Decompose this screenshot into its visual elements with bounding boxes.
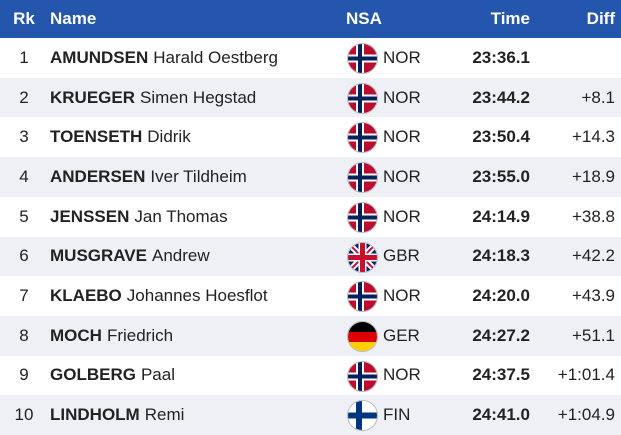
flag-icon [347,201,378,233]
time: 23:55.0 [472,166,530,186]
result-row: 9 GOLBERG Paal NOR 24:37.5 +1:01.4 [0,356,621,396]
time: 24:14.9 [472,206,530,226]
nsa-code: NOR [383,166,421,186]
result-row: 3 TOENSETH Didrik NOR 23:50.4 +14.3 [0,117,621,157]
diff: +43.9 [571,286,615,306]
result-row: 2 KRUEGER Simen Hegstad NOR 23:44.2 +8.1 [0,77,621,118]
flag-icon [347,281,378,313]
result-row: 7 KLAEBO Johannes Hoesflot NOR 24:20.0 +43.9 [0,276,621,316]
time: 24:37.5 [472,365,530,385]
flag-icon [347,162,378,194]
given-name: Remi [144,405,185,425]
surname: LINDHOLM [50,405,140,425]
header-rank: Rk [13,9,35,28]
nsa-code: GBR [383,246,420,266]
header-row: Rk Name NSA Time Diff [0,0,621,38]
given-name: Paal [140,365,175,385]
nsa-code: NOR [383,206,421,226]
athlete-name: MUSGRAVE Andrew [50,237,210,277]
surname: JENSSEN [50,206,130,226]
given-name: Andrew [151,246,210,266]
nsa-code: FIN [383,405,411,425]
surname: GOLBERG [50,365,136,385]
surname: MOCH [50,325,102,345]
time: 23:44.2 [472,87,530,107]
rank: 1 [19,47,29,67]
given-name: Jan Thomas [134,206,228,226]
diff: +51.1 [571,325,615,345]
flag-icon [347,43,378,74]
time: 23:50.4 [472,127,530,147]
given-name: Johannes Hoesflot [126,286,268,306]
time: 24:18.3 [472,246,530,266]
athlete-name: GOLBERG Paal [50,356,175,396]
time: 23:36.1 [472,47,530,67]
diff: +8.1 [581,87,615,107]
flag-icon [347,122,378,154]
result-row: 1 AMUNDSEN Harald Oestberg NOR 23:36.1 [0,38,621,78]
result-row: 10 LINDHOLM Remi FIN 24:41.0 +1:04.9 [0,395,621,435]
given-name: Harald Oestberg [153,47,278,67]
diff: +1:01.4 [557,365,615,385]
athlete-name: AMUNDSEN Harald Oestberg [50,38,278,78]
given-name: Didrik [147,127,191,147]
time: 24:20.0 [472,286,530,306]
header-name: Name [50,9,97,28]
athlete-name: KLAEBO Johannes Hoesflot [50,276,268,316]
diff: +14.3 [571,127,615,147]
nsa-code: NOR [383,87,421,107]
header-nsa: NSA [346,9,382,28]
header-time: Time [490,9,530,28]
flag-icon [347,360,378,392]
diff: +1:04.9 [557,405,615,425]
surname: MUSGRAVE [50,246,147,266]
rank: 10 [14,405,34,425]
flag-icon [347,241,378,273]
nsa-code: NOR [383,127,421,147]
diff: +38.8 [571,206,615,226]
rank: 4 [19,166,29,186]
rank: 3 [19,127,29,147]
nsa-code: NOR [383,286,421,306]
rank: 5 [19,206,29,226]
result-row: 8 MOCH Friedrich GER 24:27.2 +51.1 [0,315,621,356]
flag-icon [347,82,378,114]
surname: TOENSETH [50,127,143,147]
flag-icon [347,400,378,432]
time: 24:41.0 [472,405,530,425]
surname: KRUEGER [50,87,136,107]
nsa-code: GER [383,325,420,345]
athlete-name: JENSSEN Jan Thomas [50,197,228,237]
rank: 9 [19,365,29,385]
rank: 8 [19,325,29,345]
time: 24:27.2 [472,325,530,345]
athlete-name: KRUEGER Simen Hegstad [50,78,256,118]
nsa-code: NOR [383,365,421,385]
athlete-name: TOENSETH Didrik [50,117,191,157]
rank: 7 [19,286,29,306]
rank: 2 [19,87,29,107]
result-row: 6 MUSGRAVE Andrew GBR 24:18.3 +42.2 [0,236,621,277]
surname: ANDERSEN [50,166,146,186]
result-row: 5 JENSSEN Jan Thomas NOR 24:14.9 +38.8 [0,197,621,237]
athlete-name: MOCH Friedrich [50,316,173,356]
given-name: Friedrich [106,325,174,345]
athlete-name: ANDERSEN Iver Tildheim [50,157,247,197]
flag-icon [347,320,378,352]
given-name: Simen Hegstad [140,87,257,107]
result-row: 4 ANDERSEN Iver Tildheim NOR 23:55.0 +18.9 [0,157,621,197]
diff: +18.9 [571,166,615,186]
diff: +42.2 [571,246,615,266]
nsa-code: NOR [383,47,421,67]
athlete-name: LINDHOLM Remi [50,395,184,435]
surname: KLAEBO [50,286,122,306]
header-diff: Diff [586,9,615,28]
rank: 6 [19,246,29,266]
given-name: Iver Tildheim [150,166,247,186]
surname: AMUNDSEN [50,47,149,67]
